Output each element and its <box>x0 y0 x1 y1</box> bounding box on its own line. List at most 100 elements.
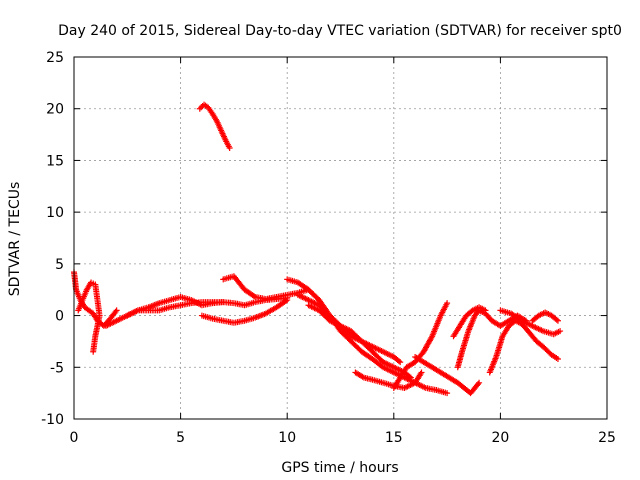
data-point-run <box>198 103 206 111</box>
x-tick-label: 5 <box>176 430 185 446</box>
data-point-run <box>472 308 481 318</box>
data-point-run <box>530 323 545 334</box>
data-point-run <box>92 314 103 338</box>
x-tick-label: 0 <box>70 430 79 446</box>
data-point-run <box>381 359 396 370</box>
data-point-run <box>468 381 481 395</box>
data-point-run <box>232 318 246 326</box>
data-point-run <box>513 318 524 327</box>
series-arc-i <box>305 302 404 366</box>
data-point-run <box>430 365 443 375</box>
data-point-run <box>243 299 257 308</box>
data-point-run <box>147 300 161 310</box>
data-point-run <box>477 308 487 316</box>
data-point-run <box>349 339 364 354</box>
data-point-run <box>483 311 494 323</box>
series-arc-a <box>71 269 120 329</box>
data-point-run <box>552 328 562 337</box>
chart-title: Day 240 of 2015, Sidereal Day-to-day VTE… <box>58 23 622 39</box>
data-point-run <box>232 274 247 292</box>
data-point-run <box>477 305 487 313</box>
data-point <box>196 105 203 112</box>
data-point-run <box>526 329 539 344</box>
data-point-run <box>338 324 353 339</box>
data-point-run <box>168 294 182 303</box>
data-point-run <box>459 329 471 354</box>
data-point-run <box>537 310 547 318</box>
x-tick-label: 25 <box>598 430 616 446</box>
data-points <box>71 101 564 397</box>
ticks: 0 5 10 15 20 25 -10 -5 0 5 10 15 20 25 <box>41 50 616 446</box>
data-point-run <box>214 119 224 132</box>
data-point-run <box>328 318 342 329</box>
data-point-run <box>80 288 90 302</box>
y-tick-label: 5 <box>55 257 64 273</box>
data-point-run <box>550 352 560 361</box>
data-point <box>554 356 561 363</box>
data-point-run <box>115 313 129 323</box>
data-point-run <box>391 376 403 390</box>
series-arc-k <box>390 300 451 391</box>
series-arc-e <box>198 297 291 326</box>
data-point-run <box>403 380 417 391</box>
data-point-run <box>435 387 449 396</box>
data-point-run <box>104 318 119 329</box>
data-point-run <box>71 270 79 292</box>
y-axis-label: SDTVAR / TECUs <box>7 182 23 297</box>
data-point-run <box>439 370 451 380</box>
data-point-run <box>381 365 396 375</box>
data-point-run <box>76 298 85 312</box>
data-point-run <box>158 304 172 313</box>
data-point-run <box>307 303 321 313</box>
data-point <box>407 374 414 381</box>
y-tick-label: 20 <box>46 102 64 118</box>
data-point-run <box>306 287 321 302</box>
data-point <box>397 359 404 366</box>
data-point <box>226 145 233 152</box>
data-point-run <box>202 102 210 110</box>
data-point-run <box>360 349 375 362</box>
data-point-run <box>455 350 465 369</box>
data-point-run <box>370 357 385 370</box>
data-point-run <box>466 314 478 333</box>
data-point-run <box>500 324 511 338</box>
data-point-run <box>338 329 353 344</box>
data-point <box>90 348 97 355</box>
data-point-run <box>381 349 396 360</box>
data-point-run <box>421 334 435 354</box>
data-point-run <box>471 305 481 313</box>
data-point-run <box>73 288 83 302</box>
y-tick-label: -10 <box>41 412 64 428</box>
data-point-run <box>398 365 409 380</box>
data-point-run <box>457 314 469 328</box>
data-point-run <box>543 310 553 318</box>
data-point-run <box>429 314 443 338</box>
series-arc-q <box>529 309 561 324</box>
series-arc-p <box>497 307 564 338</box>
data-point-run <box>520 318 534 329</box>
data-point-run <box>179 300 193 308</box>
y-tick-label: 0 <box>55 309 64 325</box>
data-point-run <box>296 280 311 292</box>
data-point-run <box>381 380 395 389</box>
data-point <box>284 297 291 304</box>
data-point-run <box>210 112 219 123</box>
data-point-run <box>498 318 511 329</box>
data-point <box>444 300 451 307</box>
data-point-run <box>534 339 545 349</box>
data-point <box>113 307 120 314</box>
x-axis-label: GPS time / hours <box>281 460 398 476</box>
data-point-run <box>422 360 434 370</box>
data-point-run <box>242 287 257 299</box>
data-point-run <box>371 344 385 354</box>
series-arc-o <box>486 317 561 376</box>
series-arc-high <box>196 101 233 152</box>
data-point-run <box>413 370 424 385</box>
data-point-run <box>509 311 524 323</box>
data-point-run <box>353 370 366 380</box>
x-tick-label: 20 <box>491 430 509 446</box>
data-point-run <box>83 305 91 313</box>
series-arc-m <box>450 304 489 340</box>
plot-frame <box>73 56 608 420</box>
data-point-run <box>438 301 450 317</box>
